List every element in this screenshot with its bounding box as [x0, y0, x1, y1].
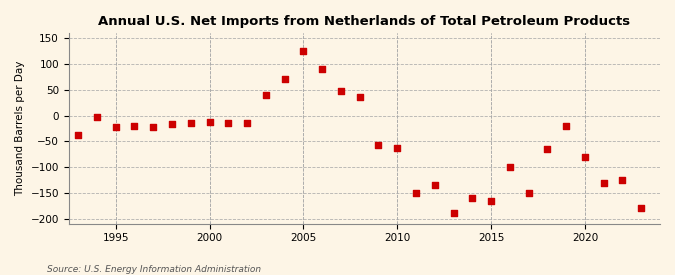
Point [73, 133, 84, 138]
Point [92, 114, 103, 119]
Point [298, 49, 308, 54]
Point [204, 120, 215, 125]
Y-axis label: Thousand Barrels per Day: Thousand Barrels per Day [15, 61, 25, 196]
Point [486, 199, 497, 203]
Point [261, 93, 271, 97]
Point [448, 211, 459, 216]
Point [335, 89, 346, 94]
Text: Source: U.S. Energy Information Administration: Source: U.S. Energy Information Administ… [47, 265, 261, 274]
Point [223, 121, 234, 126]
Point [617, 178, 628, 182]
Point [373, 142, 384, 147]
Point [636, 206, 647, 211]
Point [429, 183, 440, 187]
Point [561, 124, 572, 128]
Point [580, 155, 591, 159]
Point [392, 145, 402, 150]
Point [167, 122, 178, 127]
Point [129, 124, 140, 128]
Point [410, 191, 421, 195]
Point [317, 67, 327, 71]
Title: Annual U.S. Net Imports from Netherlands of Total Petroleum Products: Annual U.S. Net Imports from Netherlands… [99, 15, 630, 28]
Point [523, 191, 534, 195]
Point [467, 196, 478, 200]
Point [279, 76, 290, 81]
Point [598, 180, 609, 185]
Point [242, 121, 252, 125]
Point [110, 125, 121, 129]
Point [542, 147, 553, 151]
Point [186, 121, 196, 126]
Point [148, 125, 159, 129]
Point [354, 95, 365, 99]
Point [504, 165, 515, 169]
